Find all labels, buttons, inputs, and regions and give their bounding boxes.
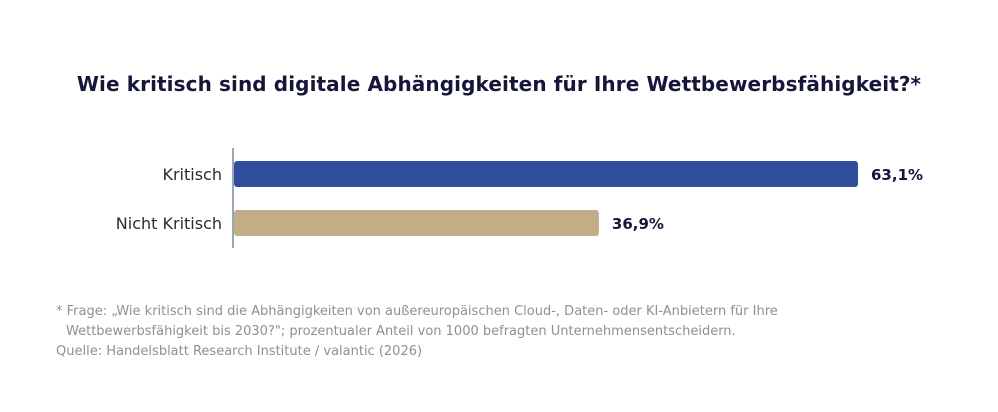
bar-kritisch: [234, 161, 858, 187]
bar-nicht-kritisch: [234, 210, 599, 236]
footnote-question-cont: Wettbewerbsfähigkeit bis 2030?"; prozent…: [66, 324, 736, 339]
value-label: 63,1%: [871, 166, 923, 184]
footnote-source: Quelle: Handelsblatt Research Institute …: [56, 344, 423, 359]
value-label: 36,9%: [612, 215, 664, 233]
chart-title: Wie kritisch sind digitale Abhängigkeite…: [76, 72, 922, 96]
footnote-question: * Frage: „Wie kritisch sind die Abhängig…: [56, 304, 778, 319]
category-label: Kritisch: [162, 165, 222, 184]
category-label: Nicht Kritisch: [116, 214, 222, 233]
